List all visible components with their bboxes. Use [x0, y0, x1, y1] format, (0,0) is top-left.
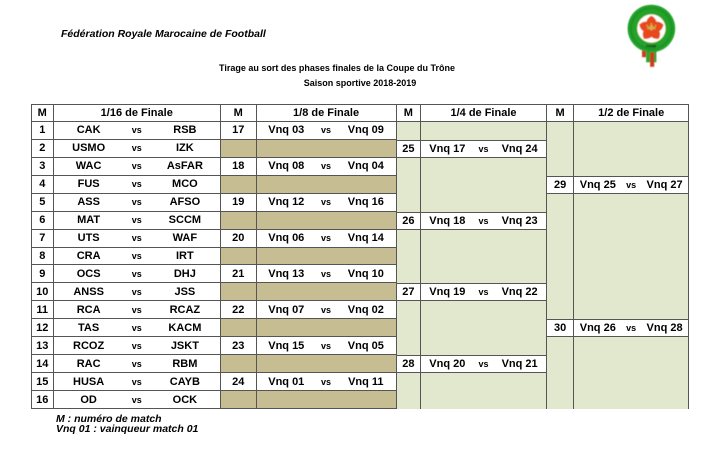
- svg-text:FRMF: FRMF: [646, 45, 657, 49]
